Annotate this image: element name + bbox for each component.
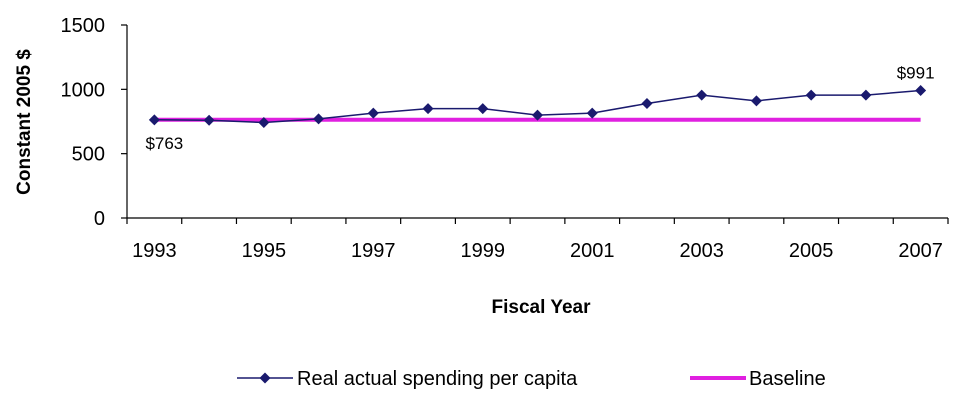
x-tick-label: 2003 bbox=[679, 240, 724, 262]
y-tick-label: 1000 bbox=[61, 79, 106, 101]
x-axis-ticks: 1993 1995 1997 1999 2001 2003 2005 2007 bbox=[126, 218, 949, 262]
y-axis-title: Constant 2005 $ bbox=[14, 49, 35, 195]
x-tick-label: 2007 bbox=[898, 240, 943, 262]
data-point-marker bbox=[750, 95, 762, 107]
data-label: $763 bbox=[145, 134, 183, 153]
x-tick-label: 1997 bbox=[351, 240, 396, 262]
data-point-marker bbox=[696, 89, 708, 101]
data-point-marker bbox=[641, 97, 653, 109]
data-point-marker bbox=[313, 113, 325, 125]
x-axis-title: Fiscal Year bbox=[492, 297, 592, 318]
data-point-marker bbox=[258, 117, 270, 129]
x-tick-label: 1993 bbox=[132, 240, 177, 262]
legend-marker-diamond bbox=[259, 372, 271, 384]
x-tick-label: 2005 bbox=[789, 240, 834, 262]
data-point-marker bbox=[203, 114, 215, 126]
series-real-actual-spending bbox=[148, 84, 927, 129]
data-point-marker bbox=[422, 103, 434, 115]
axes bbox=[126, 25, 948, 219]
y-tick-label: 0 bbox=[94, 208, 105, 230]
data-point-marker bbox=[915, 84, 927, 96]
x-tick-label: 1999 bbox=[461, 240, 506, 262]
legend-label-baseline: Baseline bbox=[749, 368, 826, 390]
data-point-marker bbox=[860, 89, 872, 101]
data-label: $991 bbox=[897, 63, 935, 82]
annotations: $763 $991 bbox=[145, 63, 934, 152]
legend-label-spending: Real actual spending per capita bbox=[297, 368, 578, 390]
y-axis-ticks: 0 500 1000 1500 bbox=[61, 15, 127, 230]
data-point-marker bbox=[477, 103, 489, 115]
y-tick-label: 1500 bbox=[61, 15, 106, 37]
y-tick-label: 500 bbox=[72, 144, 105, 166]
data-point-marker bbox=[148, 114, 160, 126]
data-point-marker bbox=[367, 107, 379, 119]
data-point-marker bbox=[532, 109, 543, 121]
data-point-marker bbox=[586, 107, 598, 119]
x-tick-label: 2001 bbox=[570, 240, 615, 262]
x-tick-label: 1995 bbox=[242, 240, 287, 262]
data-point-marker bbox=[805, 89, 817, 101]
legend: Real actual spending per capita Baseline bbox=[237, 368, 826, 390]
series-layer bbox=[148, 84, 927, 129]
